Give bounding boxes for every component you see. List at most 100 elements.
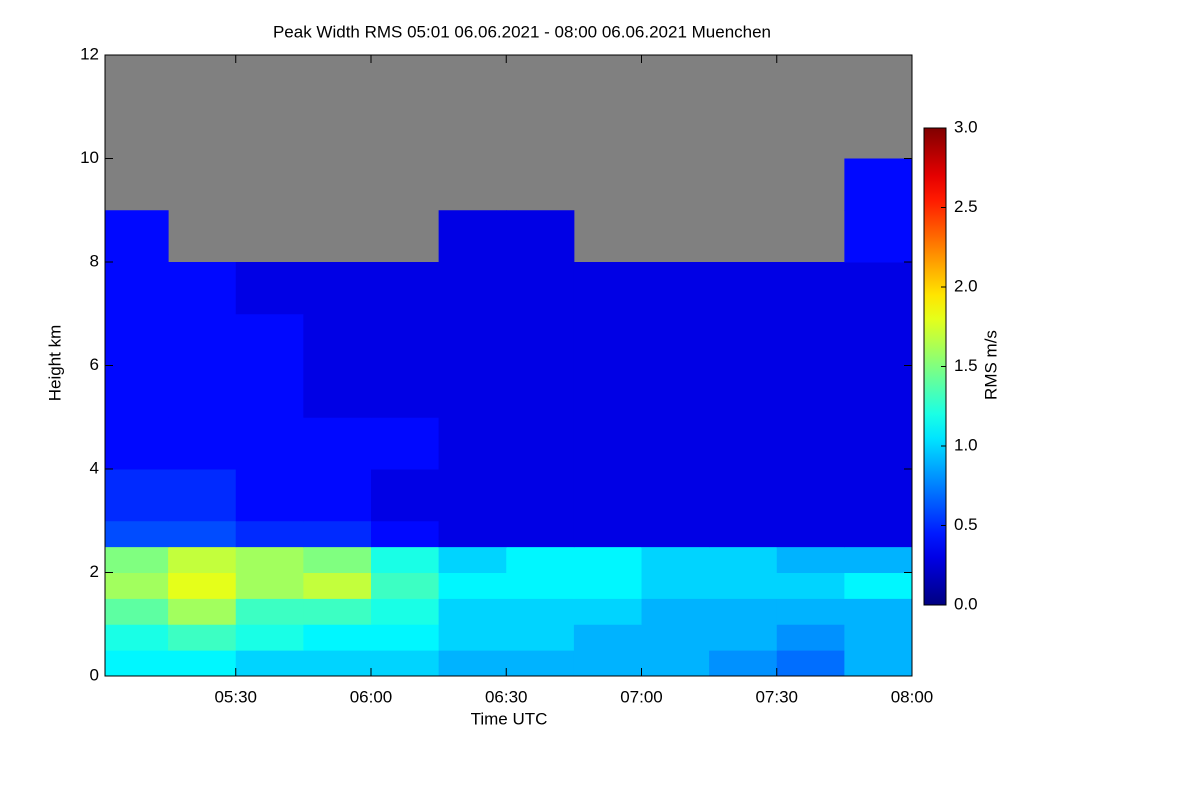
heatmap-cell xyxy=(105,210,169,263)
heatmap-cell xyxy=(105,262,169,315)
heatmap-cell xyxy=(641,469,710,522)
heatmap-cell xyxy=(438,546,507,573)
colorbar-tick-label: 2.0 xyxy=(954,276,978,295)
heatmap-cell xyxy=(303,417,372,470)
colorbar-tick-label: 3.0 xyxy=(954,117,978,136)
heatmap-cell xyxy=(709,650,778,677)
heatmap-cell xyxy=(168,520,237,548)
heatmap-cell xyxy=(844,546,913,573)
heatmap-cell xyxy=(438,262,507,315)
heatmap-cell xyxy=(235,262,304,315)
heatmap-cell xyxy=(844,262,913,315)
heatmap-cell xyxy=(709,365,778,418)
heatmap-cell xyxy=(370,417,440,470)
heatmap-cell xyxy=(370,650,440,677)
heatmap-cell xyxy=(370,520,440,548)
heatmap-cell xyxy=(105,313,169,366)
heatmap-cell xyxy=(641,365,710,418)
heatmap-cell xyxy=(844,624,913,651)
heatmap-cell xyxy=(235,598,304,625)
heatmap-cell xyxy=(506,624,575,651)
heatmap-cell xyxy=(168,650,237,677)
heatmap-cell xyxy=(709,546,778,573)
heatmap-cell xyxy=(303,262,372,315)
heatmap-cell xyxy=(641,624,710,651)
heatmap-cell xyxy=(438,572,507,599)
heatmap-cell xyxy=(235,546,304,573)
heatmap-cell xyxy=(370,313,440,366)
heatmap-cell xyxy=(573,417,642,470)
heatmap-cell xyxy=(105,417,169,470)
heatmap-cell xyxy=(235,417,304,470)
heatmap-cell xyxy=(303,313,372,366)
heatmap-cell xyxy=(168,313,237,366)
heatmap-cell xyxy=(438,313,507,366)
heatmap-cell xyxy=(438,365,507,418)
heatmap-cell xyxy=(168,365,237,418)
heatmap-cell xyxy=(506,365,575,418)
heatmap-cell xyxy=(303,598,372,625)
x-tick-label: 08:00 xyxy=(891,687,934,706)
heatmap-cell xyxy=(370,572,440,599)
heatmap-cell xyxy=(573,624,642,651)
heatmap-cell xyxy=(105,469,169,522)
heatmap-cell xyxy=(641,313,710,366)
heatmap-cell xyxy=(776,598,845,625)
heatmap-cell xyxy=(235,365,304,418)
heatmap-cell xyxy=(709,417,778,470)
heatmap-cell xyxy=(303,624,372,651)
heatmap-cell xyxy=(370,469,440,522)
heatmap-cell xyxy=(105,650,169,677)
heatmap-cell xyxy=(709,624,778,651)
heatmap-cell xyxy=(370,598,440,625)
y-tick-label: 6 xyxy=(90,355,99,374)
heatmap-cell xyxy=(844,417,913,470)
heatmap-cell xyxy=(776,262,845,315)
colorbar-label: RMS m/s xyxy=(981,330,1000,400)
heatmap-cell xyxy=(438,210,507,263)
heatmap-cell xyxy=(506,546,575,573)
heatmap-cell xyxy=(303,572,372,599)
heatmap-cell xyxy=(303,365,372,418)
heatmap-cell xyxy=(506,598,575,625)
heatmap-cell xyxy=(844,520,913,548)
colorbar-tick-label: 1.5 xyxy=(954,356,978,375)
heatmap-cell xyxy=(168,417,237,470)
heatmap-cell xyxy=(438,417,507,470)
heatmap-cell xyxy=(438,520,507,548)
heatmap-cell xyxy=(776,469,845,522)
heatmap-cell xyxy=(641,572,710,599)
heatmap-cell xyxy=(438,650,507,677)
y-axis-label: Height km xyxy=(45,325,64,402)
heatmap-cell xyxy=(709,313,778,366)
y-tick-label: 2 xyxy=(90,562,99,581)
heatmap-cell xyxy=(370,262,440,315)
heatmap-cell xyxy=(370,546,440,573)
x-tick-label: 06:00 xyxy=(350,687,393,706)
colorbar-tick-label: 0.5 xyxy=(954,515,978,534)
x-tick-label: 07:30 xyxy=(755,687,798,706)
heatmap-cell xyxy=(506,650,575,677)
heatmap-cell xyxy=(573,520,642,548)
y-tick-label: 12 xyxy=(80,44,99,63)
heatmap-cell xyxy=(105,572,169,599)
heatmap-cell xyxy=(506,210,575,263)
heatmap-cell xyxy=(709,469,778,522)
x-tick-label: 05:30 xyxy=(214,687,257,706)
heatmap-cell xyxy=(438,469,507,522)
heatmap-cell xyxy=(438,624,507,651)
heatmap-cell xyxy=(573,365,642,418)
heatmap-cell xyxy=(776,650,845,677)
heatmap-cell xyxy=(168,469,237,522)
heatmap-cell xyxy=(303,546,372,573)
heatmap-cell xyxy=(105,365,169,418)
heatmap-cell xyxy=(235,572,304,599)
heatmap-cell xyxy=(506,262,575,315)
x-axis-label: Time UTC xyxy=(471,709,548,728)
heatmap-cell xyxy=(709,262,778,315)
colorbar-tick-label: 0.0 xyxy=(954,594,978,613)
heatmap-cell xyxy=(105,624,169,651)
heatmap-cell xyxy=(506,520,575,548)
heatmap-cell xyxy=(168,598,237,625)
